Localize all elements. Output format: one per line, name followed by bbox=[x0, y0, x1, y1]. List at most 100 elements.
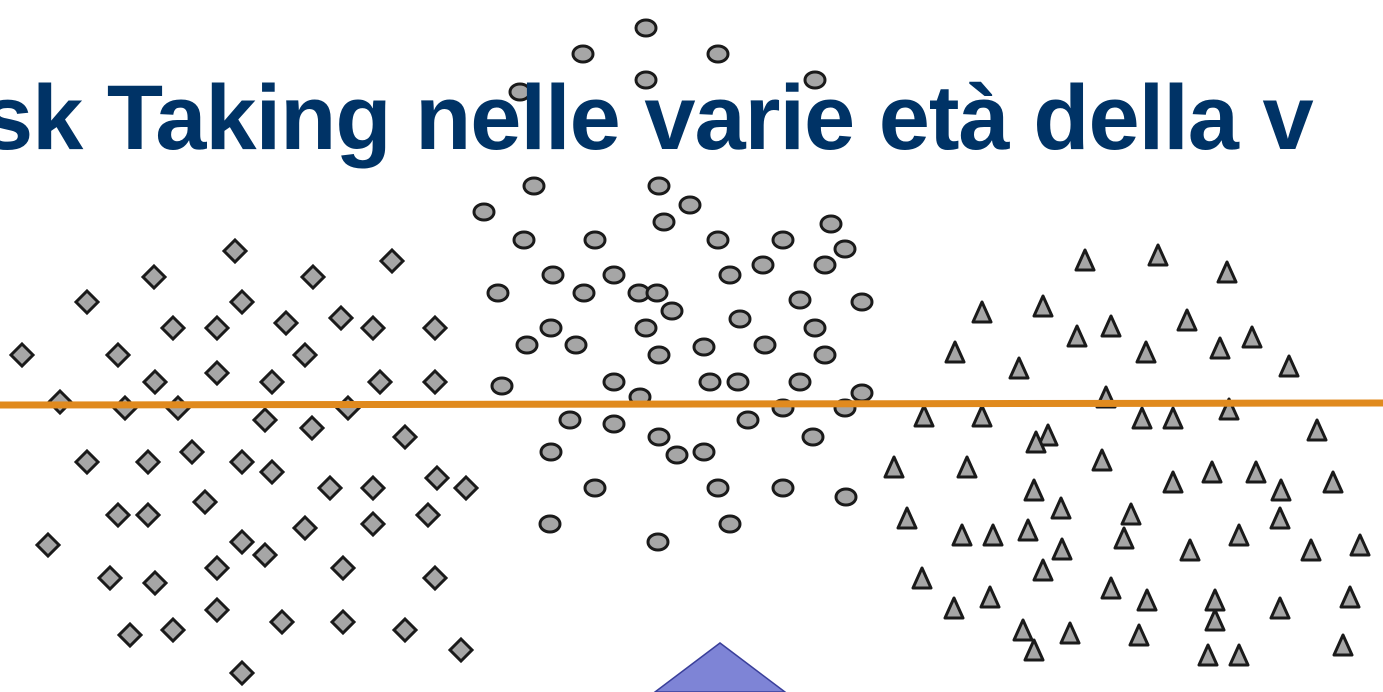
circle-marker bbox=[692, 442, 716, 462]
triangle-marker bbox=[1025, 430, 1047, 454]
circle-marker bbox=[803, 318, 827, 338]
triangle-marker bbox=[1023, 638, 1045, 662]
circle-marker bbox=[718, 265, 742, 285]
circle-marker bbox=[788, 290, 812, 310]
diamond-marker bbox=[272, 309, 300, 337]
diamond-marker bbox=[291, 514, 319, 542]
triangle-marker bbox=[1197, 643, 1219, 667]
triangle-marker bbox=[1074, 248, 1096, 272]
diamond-marker bbox=[116, 621, 144, 649]
diamond-marker bbox=[134, 501, 162, 529]
diamond-marker bbox=[228, 448, 256, 476]
circle-marker bbox=[539, 442, 563, 462]
triangle-marker bbox=[1032, 558, 1054, 582]
circle-marker bbox=[571, 44, 595, 64]
circle-marker bbox=[813, 255, 837, 275]
circle-marker bbox=[850, 292, 874, 312]
diamond-marker bbox=[203, 596, 231, 624]
triangle-marker bbox=[1162, 406, 1184, 430]
triangle-marker bbox=[1245, 460, 1267, 484]
diamond-marker bbox=[378, 247, 406, 275]
triangle-marker bbox=[1008, 356, 1030, 380]
circle-marker bbox=[706, 44, 730, 64]
triangle-marker bbox=[1269, 596, 1291, 620]
diamond-marker bbox=[329, 554, 357, 582]
triangle-marker bbox=[1176, 308, 1198, 332]
diamond-marker bbox=[366, 368, 394, 396]
circle-marker bbox=[634, 18, 658, 38]
circle-marker bbox=[602, 414, 626, 434]
circle-marker bbox=[512, 230, 536, 250]
diamond-marker bbox=[359, 314, 387, 342]
diamond-marker bbox=[423, 464, 451, 492]
diamond-marker bbox=[203, 359, 231, 387]
circle-marker bbox=[647, 345, 671, 365]
circle-marker bbox=[572, 283, 596, 303]
triangle-marker bbox=[1017, 518, 1039, 542]
circle-marker bbox=[833, 239, 857, 259]
diamond-marker bbox=[104, 501, 132, 529]
diamond-marker bbox=[141, 368, 169, 396]
triangle-marker bbox=[1204, 588, 1226, 612]
diamond-marker bbox=[104, 341, 132, 369]
diamond-marker bbox=[258, 368, 286, 396]
triangle-marker bbox=[1179, 538, 1201, 562]
circle-marker bbox=[541, 265, 565, 285]
diamond-marker bbox=[452, 474, 480, 502]
diamond-marker bbox=[391, 616, 419, 644]
triangle-marker bbox=[1339, 585, 1361, 609]
circle-marker bbox=[564, 335, 588, 355]
diamond-marker bbox=[203, 314, 231, 342]
circle-marker bbox=[645, 283, 669, 303]
diamond-marker bbox=[8, 341, 36, 369]
diamond-marker bbox=[134, 448, 162, 476]
triangle-marker bbox=[1136, 588, 1158, 612]
circle-marker bbox=[736, 410, 760, 430]
triangle-marker bbox=[1228, 643, 1250, 667]
circle-marker bbox=[634, 318, 658, 338]
triangle-marker bbox=[1204, 608, 1226, 632]
diamond-marker bbox=[329, 608, 357, 636]
triangle-marker bbox=[1332, 633, 1354, 657]
diamond-marker bbox=[141, 569, 169, 597]
circle-marker bbox=[515, 335, 539, 355]
triangle-marker bbox=[1216, 260, 1238, 284]
diamond-marker bbox=[221, 237, 249, 265]
triangle-marker bbox=[1120, 502, 1142, 526]
diamond-marker bbox=[447, 636, 475, 664]
circle-marker bbox=[652, 212, 676, 232]
triangle-marker bbox=[911, 566, 933, 590]
circle-marker bbox=[692, 337, 716, 357]
triangle-marker bbox=[956, 455, 978, 479]
triangle-marker bbox=[951, 523, 973, 547]
diamond-marker bbox=[359, 510, 387, 538]
diamond-marker bbox=[251, 541, 279, 569]
triangle-marker bbox=[896, 506, 918, 530]
triangle-marker bbox=[1147, 243, 1169, 267]
triangle-marker bbox=[1059, 621, 1081, 645]
triangle-marker bbox=[1128, 623, 1150, 647]
diamond-marker bbox=[299, 263, 327, 291]
triangle-marker bbox=[1270, 478, 1292, 502]
diamond-marker bbox=[421, 314, 449, 342]
triangle-marker bbox=[1050, 496, 1072, 520]
diamond-marker bbox=[228, 659, 256, 687]
circle-marker bbox=[490, 376, 514, 396]
diamond-marker bbox=[178, 438, 206, 466]
triangle-marker bbox=[1051, 537, 1073, 561]
circle-marker bbox=[813, 345, 837, 365]
circle-marker bbox=[706, 230, 730, 250]
circle-marker bbox=[660, 301, 684, 321]
triangle-marker bbox=[1037, 423, 1059, 447]
diamond-marker bbox=[191, 488, 219, 516]
circle-marker bbox=[718, 514, 742, 534]
circle-marker bbox=[646, 532, 670, 552]
diamond-marker bbox=[228, 528, 256, 556]
triangle-marker bbox=[979, 585, 1001, 609]
circle-marker bbox=[751, 255, 775, 275]
diamond-marker bbox=[251, 406, 279, 434]
circle-marker bbox=[771, 478, 795, 498]
triangle-marker bbox=[1100, 576, 1122, 600]
